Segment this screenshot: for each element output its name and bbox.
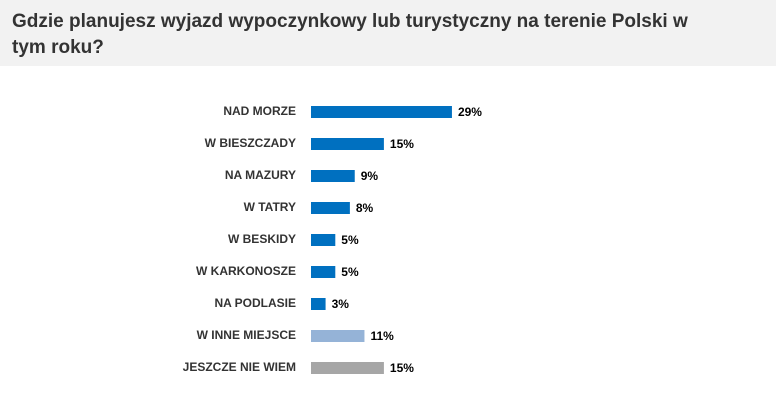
value-label: 8% (356, 201, 374, 215)
category-label: W BESKIDY (228, 232, 296, 246)
category-label: W KARKONOSZE (196, 264, 296, 278)
category-label: NA MAZURY (225, 168, 296, 182)
bar (311, 106, 452, 118)
bar (311, 234, 336, 246)
title-box: Gdzie planujesz wyjazd wypoczynkowy lub … (0, 0, 776, 66)
value-label: 9% (361, 169, 379, 183)
chart-title: Gdzie planujesz wyjazd wypoczynkowy lub … (12, 11, 688, 58)
value-label: 3% (332, 297, 350, 311)
value-label: 5% (341, 233, 359, 247)
category-label: W TATRY (244, 200, 296, 214)
category-label: JESZCZE NIE WIEM (183, 360, 296, 374)
bar (311, 202, 350, 214)
value-label: 15% (390, 361, 414, 375)
value-label: 11% (370, 329, 394, 343)
bar (311, 138, 384, 150)
bar (311, 170, 355, 182)
category-label: NA PODLASIE (214, 296, 296, 310)
bar (311, 362, 384, 374)
category-label: NAD MORZE (223, 104, 296, 118)
category-label: W BIESZCZADY (205, 136, 296, 150)
value-label: 29% (458, 105, 482, 119)
bar (311, 330, 365, 342)
value-label: 5% (341, 265, 359, 279)
value-label: 15% (390, 137, 414, 151)
category-label: W INNE MIEJSCE (197, 328, 296, 342)
bar (311, 266, 336, 278)
bar (311, 298, 326, 310)
